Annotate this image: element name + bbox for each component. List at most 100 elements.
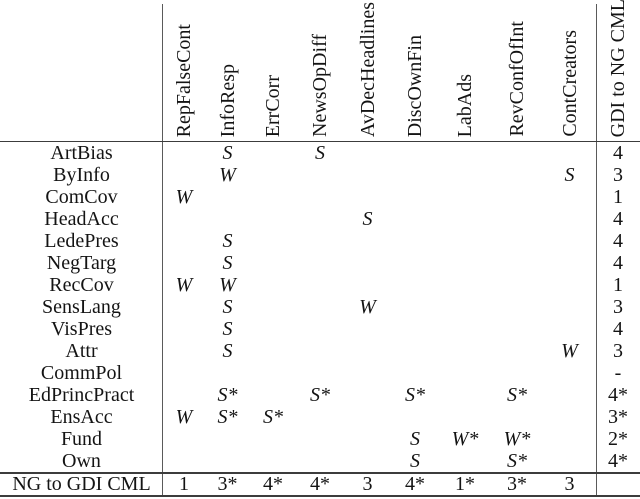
column-header-repfalsecont: RepFalseCont	[163, 0, 205, 142]
row-label-vispres: VisPres	[50, 318, 113, 340]
cell-ensacc-avdecheadlines	[344, 406, 391, 428]
row-total-own: 4*	[608, 450, 628, 472]
column-header-revconfofint: RevConfOfInt	[491, 0, 543, 142]
cell-negtarg-labads	[439, 252, 491, 274]
cell-attr-newsopdiff	[296, 340, 344, 362]
cell-commpol-discownfin	[391, 362, 439, 384]
cell-vispres-contcreators	[543, 318, 596, 340]
cell-ledepres-avdecheadlines	[344, 230, 391, 252]
vertical-rule-left	[162, 4, 164, 497]
cell-own-repfalsecont	[163, 450, 205, 472]
cell-commpol-labads	[439, 362, 491, 384]
cell-vispres-inforesp: S	[222, 318, 233, 340]
cell-fund-revconfofint: W*	[503, 428, 531, 450]
column-header-gdi-to-ng-cml: GDI to NG CML	[596, 0, 640, 142]
cell-comcov-errcorr	[250, 186, 296, 208]
cell-artbias-repfalsecont	[163, 142, 205, 164]
cell-reccov-revconfofint	[491, 274, 543, 296]
cell-headacc-errcorr	[250, 208, 296, 230]
cell-reccov-avdecheadlines	[344, 274, 391, 296]
column-header-contcreators-label: ContCreators	[558, 30, 581, 137]
cell-headacc-avdecheadlines: S	[362, 208, 373, 230]
row-total-negtarg: 4	[613, 252, 623, 274]
cell-ledepres-labads	[439, 230, 491, 252]
cell-attr-labads	[439, 340, 491, 362]
cell-senslang-revconfofint	[491, 296, 543, 318]
column-header-inforesp: InfoResp	[205, 0, 250, 142]
row-total-ledepres: 4	[613, 230, 623, 252]
cell-negtarg-inforesp: S	[222, 252, 233, 274]
cell-artbias-discownfin	[391, 142, 439, 164]
cell-commpol-errcorr	[250, 362, 296, 384]
cell-ensacc-labads	[439, 406, 491, 428]
cell-comcov-contcreators	[543, 186, 596, 208]
cell-artbias-inforesp: S	[222, 142, 233, 164]
cell-byinfo-newsopdiff	[296, 164, 344, 186]
cell-vispres-errcorr	[250, 318, 296, 340]
cell-ensacc-inforesp: S*	[217, 406, 238, 428]
cell-byinfo-errcorr	[250, 164, 296, 186]
cell-fund-newsopdiff	[296, 428, 344, 450]
cell-ensacc-revconfofint	[491, 406, 543, 428]
cell-artbias-errcorr	[250, 142, 296, 164]
cell-artbias-newsopdiff: S	[315, 142, 325, 164]
row-total-byinfo: 3	[613, 164, 623, 186]
cell-senslang-repfalsecont	[163, 296, 205, 318]
row-total-ensacc: 3*	[608, 406, 628, 428]
cell-ledepres-newsopdiff	[296, 230, 344, 252]
row-label-byinfo: ByInfo	[53, 164, 110, 186]
cell-byinfo-avdecheadlines	[344, 164, 391, 186]
footer-cell-errcorr: 4*	[263, 473, 283, 495]
cell-own-newsopdiff	[296, 450, 344, 472]
cell-comcov-repfalsecont: W	[175, 186, 193, 208]
cell-artbias-contcreators	[543, 142, 596, 164]
cell-senslang-discownfin	[391, 296, 439, 318]
cell-ensacc-errcorr: S*	[263, 406, 283, 428]
cell-edprincpract-labads	[439, 384, 491, 406]
header-rule	[0, 140, 640, 143]
cell-headacc-revconfofint	[491, 208, 543, 230]
cell-byinfo-labads	[439, 164, 491, 186]
cell-ensacc-contcreators	[543, 406, 596, 428]
cell-commpol-repfalsecont	[163, 362, 205, 384]
cell-negtarg-errcorr	[250, 252, 296, 274]
cell-reccov-repfalsecont: W	[175, 274, 193, 296]
column-header-labads: LabAds	[439, 0, 491, 142]
cell-edprincpract-inforesp: S*	[217, 384, 238, 406]
cell-own-contcreators	[543, 450, 596, 472]
cell-ledepres-errcorr	[250, 230, 296, 252]
cell-ensacc-repfalsecont: W	[175, 406, 193, 428]
footer-label: NG to GDI CML	[12, 473, 151, 495]
cell-comcov-avdecheadlines	[344, 186, 391, 208]
cell-negtarg-repfalsecont	[163, 252, 205, 274]
cell-ledepres-revconfofint	[491, 230, 543, 252]
row-label-comcov: ComCov	[45, 186, 118, 208]
cell-edprincpract-discownfin: S*	[405, 384, 425, 406]
cell-comcov-labads	[439, 186, 491, 208]
footer-cell-newsopdiff: 4*	[310, 473, 330, 495]
cell-edprincpract-avdecheadlines	[344, 384, 391, 406]
cell-byinfo-contcreators: S	[564, 164, 575, 186]
cell-negtarg-avdecheadlines	[344, 252, 391, 274]
row-label-ledepres: LedePres	[44, 230, 119, 252]
row-label-fund: Fund	[60, 428, 103, 450]
cell-byinfo-inforesp: W	[219, 164, 236, 186]
cell-headacc-inforesp	[205, 208, 250, 230]
cell-reccov-newsopdiff	[296, 274, 344, 296]
cell-byinfo-discownfin	[391, 164, 439, 186]
footer-total	[596, 472, 640, 496]
cell-commpol-newsopdiff	[296, 362, 344, 384]
row-total-vispres: 4	[613, 318, 623, 340]
column-header-errcorr: ErrCorr	[250, 0, 296, 142]
row-total-artbias: 4	[613, 142, 623, 164]
column-header-revconfofint-label: RevConfOfInt	[506, 21, 528, 137]
row-total-commpol: -	[614, 362, 622, 384]
cell-own-labads	[439, 450, 491, 472]
cell-artbias-revconfofint	[491, 142, 543, 164]
cell-fund-inforesp	[205, 428, 250, 450]
cell-commpol-revconfofint	[491, 362, 543, 384]
cell-ledepres-contcreators	[543, 230, 596, 252]
cell-edprincpract-repfalsecont	[163, 384, 205, 406]
footer-cell-contcreators: 3	[564, 473, 575, 495]
cell-fund-avdecheadlines	[344, 428, 391, 450]
